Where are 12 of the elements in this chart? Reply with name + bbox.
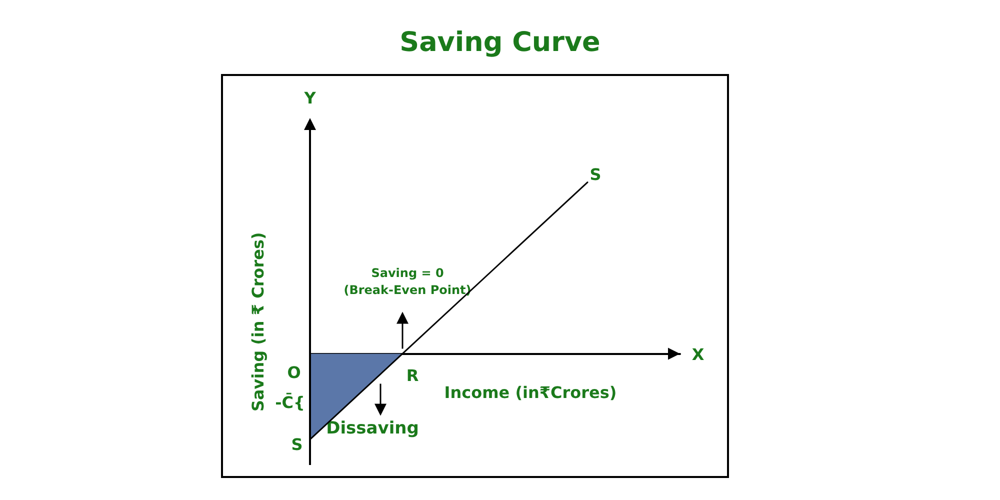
text: Y [303, 88, 316, 108]
text: -C̄{ [275, 392, 305, 412]
chart-title: Saving Curve [400, 27, 600, 58]
annotation: R [406, 366, 419, 386]
text: X [692, 345, 705, 364]
annotation: Dissaving [326, 418, 419, 439]
text: S [291, 434, 303, 454]
annotation: S [590, 164, 602, 184]
x-axis-title: Income (in₹Crores) [444, 383, 617, 402]
annotation: Saving = 0 (Break-Even Point) [344, 266, 472, 298]
text: O [287, 363, 301, 382]
y-axis-title: Saving (in ₹ Crores) [248, 232, 268, 412]
